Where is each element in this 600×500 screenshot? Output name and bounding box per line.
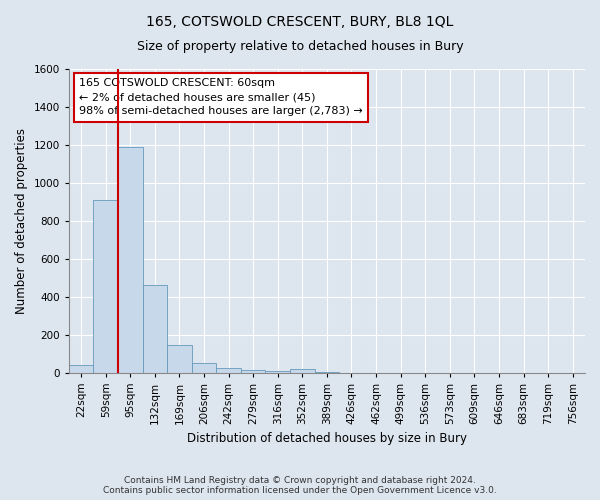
Bar xyxy=(69,365,94,372)
Text: 165 COTSWOLD CRESCENT: 60sqm
← 2% of detached houses are smaller (45)
98% of sem: 165 COTSWOLD CRESCENT: 60sqm ← 2% of det… xyxy=(79,78,363,116)
Text: Contains HM Land Registry data © Crown copyright and database right 2024.
Contai: Contains HM Land Registry data © Crown c… xyxy=(103,476,497,495)
Bar xyxy=(143,286,167,372)
Bar xyxy=(290,368,314,372)
Bar xyxy=(118,147,143,372)
Text: 165, COTSWOLD CRESCENT, BURY, BL8 1QL: 165, COTSWOLD CRESCENT, BURY, BL8 1QL xyxy=(146,15,454,29)
Bar xyxy=(192,363,217,372)
Y-axis label: Number of detached properties: Number of detached properties xyxy=(15,128,28,314)
Bar xyxy=(167,345,192,372)
Bar xyxy=(217,368,241,372)
X-axis label: Distribution of detached houses by size in Bury: Distribution of detached houses by size … xyxy=(187,432,467,445)
Bar xyxy=(94,200,118,372)
Bar xyxy=(241,370,265,372)
Bar xyxy=(265,370,290,372)
Text: Size of property relative to detached houses in Bury: Size of property relative to detached ho… xyxy=(137,40,463,53)
